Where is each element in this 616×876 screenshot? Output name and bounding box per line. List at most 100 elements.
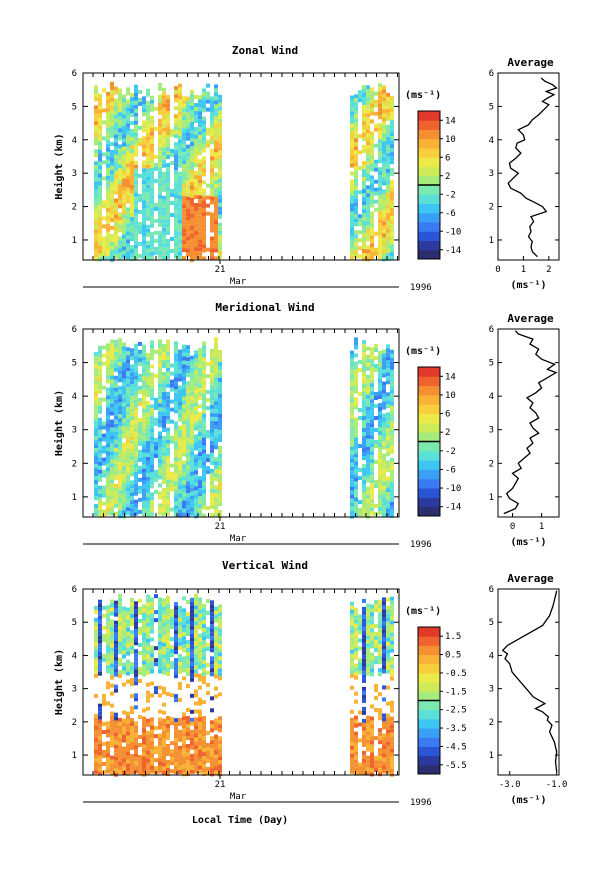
heatmap-cell <box>98 389 102 394</box>
heatmap-cell <box>146 168 150 173</box>
heatmap-cell <box>218 740 222 745</box>
colorbar-tick-label: -6 <box>445 465 456 475</box>
heatmap-cell <box>98 623 102 628</box>
heatmap-cell <box>190 765 194 770</box>
heatmap-cell <box>166 495 170 500</box>
heatmap-cell <box>162 223 166 228</box>
heatmap-cell <box>362 161 366 166</box>
heatmap-cell <box>114 162 118 167</box>
heatmap-cell <box>218 182 222 187</box>
heatmap-cell <box>162 750 166 755</box>
heatmap-cell <box>126 503 130 508</box>
heatmap-cell <box>154 690 158 695</box>
heatmap-cell <box>122 722 126 727</box>
heatmap-cell <box>150 380 154 385</box>
heatmap-cell <box>162 487 166 492</box>
heatmap-cell <box>182 96 186 101</box>
heatmap-cell <box>390 240 394 245</box>
heatmap-cell <box>126 759 130 764</box>
heatmap-cell <box>198 709 202 714</box>
heatmap-cell <box>130 682 134 687</box>
heatmap-cell <box>378 716 382 721</box>
heatmap-cell <box>166 736 170 741</box>
colorbar-tick-label: -14 <box>445 503 461 513</box>
colorbar-tick-label: -6 <box>445 209 456 219</box>
heatmap-cell <box>134 665 138 670</box>
heatmap-cell <box>214 172 218 177</box>
heatmap-cell <box>378 628 382 633</box>
heatmap-cell <box>218 130 222 135</box>
heatmap-cell <box>94 201 98 206</box>
heatmap-cell <box>210 624 214 629</box>
heatmap-cell <box>218 632 222 637</box>
heatmap-cell <box>162 219 166 224</box>
heatmap-cell <box>182 212 186 217</box>
heatmap-cell <box>366 93 370 98</box>
heatmap-cell <box>202 373 206 378</box>
heatmap-cell <box>190 169 194 174</box>
heatmap-cell <box>198 448 202 453</box>
heatmap-cell <box>214 465 218 470</box>
heatmap-cell <box>146 152 150 157</box>
heatmap-cell <box>118 717 122 722</box>
heatmap-cell <box>182 104 186 109</box>
heatmap-cell <box>370 351 374 356</box>
heatmap-cell <box>118 216 122 221</box>
heatmap-cell <box>218 652 222 657</box>
heatmap-cell <box>362 149 366 154</box>
heatmap-cell <box>134 176 138 181</box>
heatmap-cell <box>354 473 358 478</box>
heatmap-cell <box>382 241 386 246</box>
heatmap-cell <box>354 497 358 502</box>
heatmap-cell <box>126 635 130 640</box>
heatmap-cell <box>358 646 362 651</box>
heatmap-cell <box>170 613 174 618</box>
heatmap-cell <box>198 673 202 678</box>
heatmap-cell <box>146 602 150 607</box>
heatmap-cell <box>366 141 370 146</box>
heatmap-cell <box>158 246 162 251</box>
heatmap-cell <box>386 733 390 738</box>
heatmap-cell <box>378 415 382 420</box>
heatmap-cell <box>170 693 174 698</box>
heatmap-cell <box>190 613 194 618</box>
heatmap-cell <box>354 134 358 139</box>
heatmap-cell <box>218 406 222 411</box>
heatmap-cell <box>118 346 122 351</box>
heatmap-cell <box>362 662 366 667</box>
heatmap-cell <box>182 164 186 169</box>
heatmap-cell <box>130 770 134 775</box>
heatmap-cell <box>126 255 130 260</box>
heatmap-cell <box>174 134 178 139</box>
heatmap-cell <box>186 401 190 406</box>
heatmap-cell <box>178 87 182 92</box>
heatmap-cell <box>110 499 114 504</box>
heatmap-cell <box>370 347 374 352</box>
heatmap-cell <box>134 208 138 213</box>
heatmap-cell <box>126 439 130 444</box>
heatmap-cell <box>106 447 110 452</box>
heatmap-cell <box>122 614 126 619</box>
heatmap-cell <box>378 215 382 220</box>
heatmap-cell <box>378 411 382 416</box>
heatmap-cell <box>162 203 166 208</box>
heatmap-cell <box>382 385 386 390</box>
heatmap-cell <box>94 436 98 441</box>
heatmap-cell <box>186 497 190 502</box>
heatmap-cell <box>382 153 386 158</box>
heatmap-cell <box>94 448 98 453</box>
heatmap-cell <box>382 493 386 498</box>
heatmap-cell <box>150 412 154 417</box>
heatmap-cell <box>170 236 174 241</box>
heatmap-cell <box>98 727 102 732</box>
y-tick-label: 2 <box>489 203 494 213</box>
heatmap-cell <box>186 160 190 165</box>
heatmap-cell <box>366 374 370 379</box>
heatmap-cell <box>202 136 206 141</box>
heatmap-cell <box>198 428 202 433</box>
heatmap-cell <box>142 228 146 233</box>
heatmap-cell <box>130 646 134 651</box>
heatmap-cell <box>166 608 170 613</box>
heatmap-cell <box>186 481 190 486</box>
heatmap-cell <box>126 139 130 144</box>
